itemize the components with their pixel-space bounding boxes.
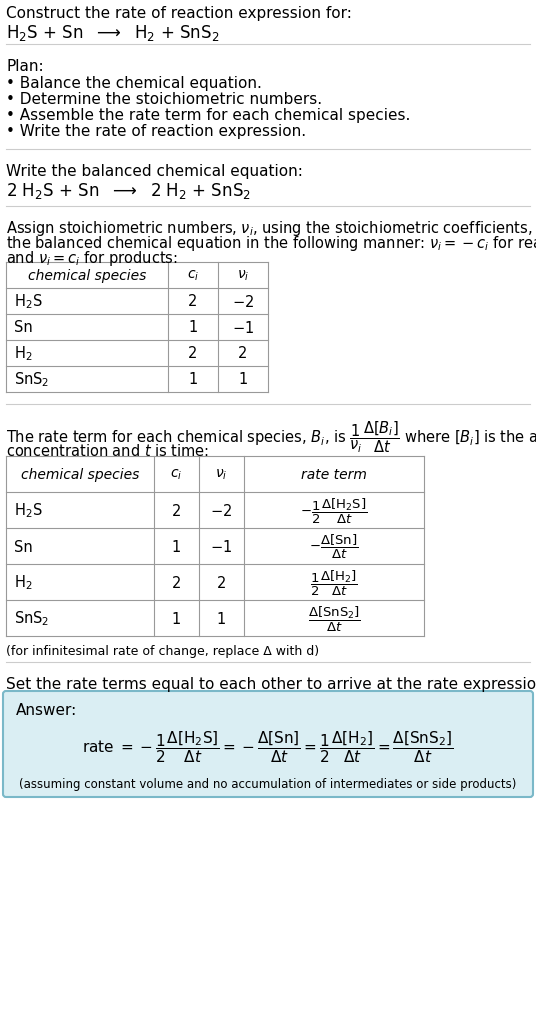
Text: and $\nu_i = c_i$ for products:: and $\nu_i = c_i$ for products: — [6, 249, 178, 268]
Text: Write the balanced chemical equation:: Write the balanced chemical equation: — [6, 164, 303, 178]
Text: $-\dfrac{1}{2}\dfrac{\Delta[\mathrm{H_2S}]}{\Delta t}$: $-\dfrac{1}{2}\dfrac{\Delta[\mathrm{H_2S… — [300, 496, 368, 525]
Text: • Determine the stoichiometric numbers.: • Determine the stoichiometric numbers. — [6, 92, 322, 107]
Text: H$_2$S: H$_2$S — [14, 292, 43, 311]
Text: 2: 2 — [172, 575, 181, 590]
Text: $c_i$: $c_i$ — [170, 468, 183, 482]
Text: $\dfrac{1}{2}\dfrac{\Delta[\mathrm{H_2}]}{\Delta t}$: $\dfrac{1}{2}\dfrac{\Delta[\mathrm{H_2}]… — [310, 568, 358, 597]
Text: 1: 1 — [239, 372, 248, 387]
Text: 1: 1 — [188, 320, 198, 335]
Text: 2 H$_2$S + Sn  $\longrightarrow$  2 H$_2$ + SnS$_2$: 2 H$_2$S + Sn $\longrightarrow$ 2 H$_2$ … — [6, 180, 251, 201]
Text: 2: 2 — [188, 294, 198, 309]
Text: 2: 2 — [239, 346, 248, 361]
Text: H$_2$: H$_2$ — [14, 573, 33, 592]
Text: $-2$: $-2$ — [232, 293, 254, 310]
Text: rate $= -\dfrac{1}{2}\dfrac{\Delta[\mathrm{H_2S}]}{\Delta t}= -\dfrac{\Delta[\ma: rate $= -\dfrac{1}{2}\dfrac{\Delta[\math… — [82, 729, 454, 764]
Text: H$_2$S + Sn  $\longrightarrow$  H$_2$ + SnS$_2$: H$_2$S + Sn $\longrightarrow$ H$_2$ + Sn… — [6, 23, 219, 43]
Text: chemical species: chemical species — [28, 269, 146, 282]
Text: SnS$_2$: SnS$_2$ — [14, 370, 49, 389]
Text: H$_2$: H$_2$ — [14, 344, 33, 363]
Text: Answer:: Answer: — [16, 702, 77, 717]
Text: $-1$: $-1$ — [232, 320, 254, 335]
Text: Construct the rate of reaction expression for:: Construct the rate of reaction expressio… — [6, 6, 352, 21]
Text: The rate term for each chemical species, $B_i$, is $\dfrac{1}{\nu_i}\dfrac{\Delt: The rate term for each chemical species,… — [6, 419, 536, 454]
Text: • Write the rate of reaction expression.: • Write the rate of reaction expression. — [6, 124, 306, 139]
Text: rate term: rate term — [301, 468, 367, 482]
Text: concentration and $t$ is time:: concentration and $t$ is time: — [6, 442, 209, 459]
Text: $-1$: $-1$ — [211, 538, 233, 554]
Text: $\nu_i$: $\nu_i$ — [237, 269, 249, 283]
Text: 2: 2 — [188, 346, 198, 361]
Text: (assuming constant volume and no accumulation of intermediates or side products): (assuming constant volume and no accumul… — [19, 777, 517, 790]
Text: Assign stoichiometric numbers, $\nu_i$, using the stoichiometric coefficients, $: Assign stoichiometric numbers, $\nu_i$, … — [6, 219, 536, 237]
Text: Sn: Sn — [14, 320, 33, 335]
Text: SnS$_2$: SnS$_2$ — [14, 609, 49, 628]
Text: H$_2$S: H$_2$S — [14, 501, 43, 520]
Text: Plan:: Plan: — [6, 59, 43, 74]
Text: Set the rate terms equal to each other to arrive at the rate expression:: Set the rate terms equal to each other t… — [6, 677, 536, 691]
Text: the balanced chemical equation in the following manner: $\nu_i = -c_i$ for react: the balanced chemical equation in the fo… — [6, 233, 536, 253]
Text: • Balance the chemical equation.: • Balance the chemical equation. — [6, 76, 262, 91]
Text: 1: 1 — [172, 539, 181, 554]
Text: 1: 1 — [188, 372, 198, 387]
FancyBboxPatch shape — [3, 691, 533, 797]
Text: (for infinitesimal rate of change, replace Δ with d): (for infinitesimal rate of change, repla… — [6, 644, 319, 657]
Text: $c_i$: $c_i$ — [187, 269, 199, 283]
Text: 1: 1 — [172, 611, 181, 626]
Text: • Assemble the rate term for each chemical species.: • Assemble the rate term for each chemic… — [6, 108, 411, 123]
Text: 2: 2 — [217, 575, 226, 590]
Text: Sn: Sn — [14, 539, 33, 554]
Text: $\nu_i$: $\nu_i$ — [215, 468, 228, 482]
Text: 2: 2 — [172, 503, 181, 518]
Text: 1: 1 — [217, 611, 226, 626]
Text: $-2$: $-2$ — [211, 502, 233, 519]
Text: $-\dfrac{\Delta[\mathrm{Sn}]}{\Delta t}$: $-\dfrac{\Delta[\mathrm{Sn}]}{\Delta t}$ — [309, 532, 359, 560]
Text: $\dfrac{\Delta[\mathrm{SnS_2}]}{\Delta t}$: $\dfrac{\Delta[\mathrm{SnS_2}]}{\Delta t… — [308, 604, 361, 633]
Text: chemical species: chemical species — [21, 468, 139, 482]
